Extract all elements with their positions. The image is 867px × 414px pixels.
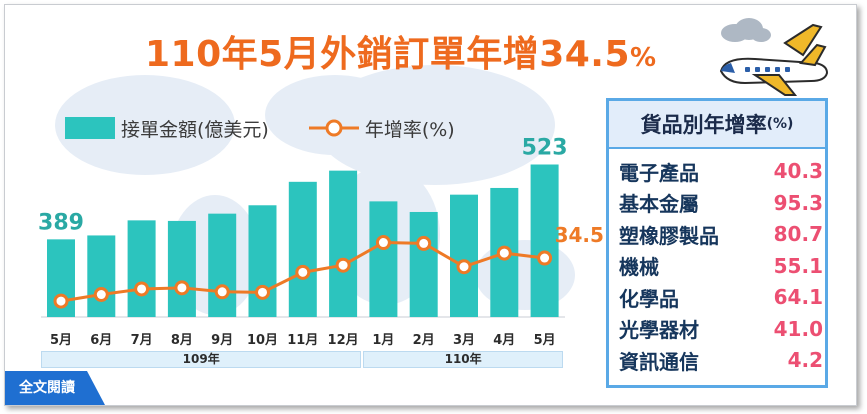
data-label-first-bar: 389 [38,210,84,235]
category-row: 機械 55.1 [619,251,823,281]
category-row: 基本金屬 95.3 [619,188,823,218]
growth-rate-point [174,280,190,296]
bar [369,201,398,317]
growth-rate-point [134,281,150,297]
x-tick-label: 1月 [372,333,395,348]
x-tick-label: 6月 [90,333,113,348]
category-growth-value: 95.3 [773,190,823,215]
category-name: 資訊通信 [619,349,699,374]
category-name: 基本金屬 [619,192,699,216]
category-growth-value: 80.7 [773,222,823,246]
x-tick-label: 11月 [287,333,319,348]
category-name: 化學品 [619,286,679,311]
x-tick-label: 4月 [493,333,516,348]
bar [288,181,317,317]
category-growth-value: 41.0 [773,316,823,341]
category-growth-panel: 貨品別年增率 (%) 電子產品 40.3 基本金屬 95.3 塑橡膠製品 80.7 機械 55.… [606,98,828,388]
x-tick-label: 5月 [49,333,73,348]
bar [127,220,156,317]
year-group-label: 109年 [41,351,362,368]
x-tick-label: 2月 [412,333,435,348]
bar [329,170,358,317]
data-label-last-line: 34.5 [555,223,604,247]
category-name: 機械 [619,255,659,279]
x-tick-label: 3月 [452,333,476,348]
growth-rate-point [214,284,230,300]
page-title: 110年5月外銷訂單年增34.5% [145,34,657,75]
chart-legend: 接單金額(億美元) 年增率(%) [65,113,495,143]
bar [248,205,277,317]
infographic-frame: 110年5月外銷訂單年增34.5% 接單金額(億美元) 年增率(%) 389 52… [4,4,857,406]
category-row: 資訊通信 4.2 [619,345,823,375]
bar [450,194,478,317]
growth-rate-point [295,264,311,280]
growth-rate-point [456,259,472,275]
bar [87,235,116,317]
category-row: 光學器材 41.0 [619,314,823,344]
bar [167,220,196,317]
x-tick-label: 8月 [170,333,193,348]
category-row: 電子產品 40.3 [619,156,823,186]
legend-bar-label: 接單金額(億美元) [121,118,269,141]
category-growth-value: 40.3 [773,159,823,183]
read-full-text-button[interactable]: 全文閱讀 [5,371,105,405]
panel-title: 貨品別年增率 (%) [609,101,825,149]
bar [409,211,438,317]
growth-rate-point [255,284,270,300]
export-orders-chart: 389 523 34.5 [38,135,604,318]
data-label-last-bar: 523 [522,135,568,160]
category-row: 塑橡膠製品 80.7 [619,219,823,249]
year-group-label: 110年 [363,351,563,368]
bar [530,164,559,317]
x-tick-label: 7月 [130,333,153,348]
legend-bar-swatch [65,117,115,139]
x-tick-label: 9月 [211,333,234,348]
x-tick-label: 10月 [246,333,279,348]
growth-rate-point [416,235,432,251]
growth-rate-point [93,287,109,303]
category-growth-value: 55.1 [773,253,823,278]
legend-line-label: 年增率(%) [364,118,455,141]
growth-rate-point [53,293,69,309]
category-name: 光學器材 [619,318,699,342]
legend-line-swatch [308,119,359,137]
category-name: 電子產品 [619,160,699,185]
category-name: 塑橡膠製品 [619,223,719,248]
growth-rate-point [375,235,391,251]
x-tick-label: 12月 [327,333,359,348]
airplane-with-clouds-icon [719,18,829,96]
bar [208,213,237,317]
category-row: 化學品 64.1 [619,282,823,312]
category-growth-value: 64.1 [773,285,823,309]
growth-rate-point [335,257,351,273]
growth-rate-point [537,250,553,266]
x-tick-label: 5月 [533,333,556,348]
category-growth-value: 4.2 [787,348,823,372]
growth-rate-point [496,245,512,261]
